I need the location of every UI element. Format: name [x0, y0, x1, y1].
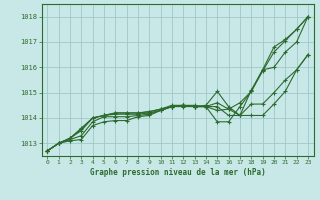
- X-axis label: Graphe pression niveau de la mer (hPa): Graphe pression niveau de la mer (hPa): [90, 168, 266, 177]
